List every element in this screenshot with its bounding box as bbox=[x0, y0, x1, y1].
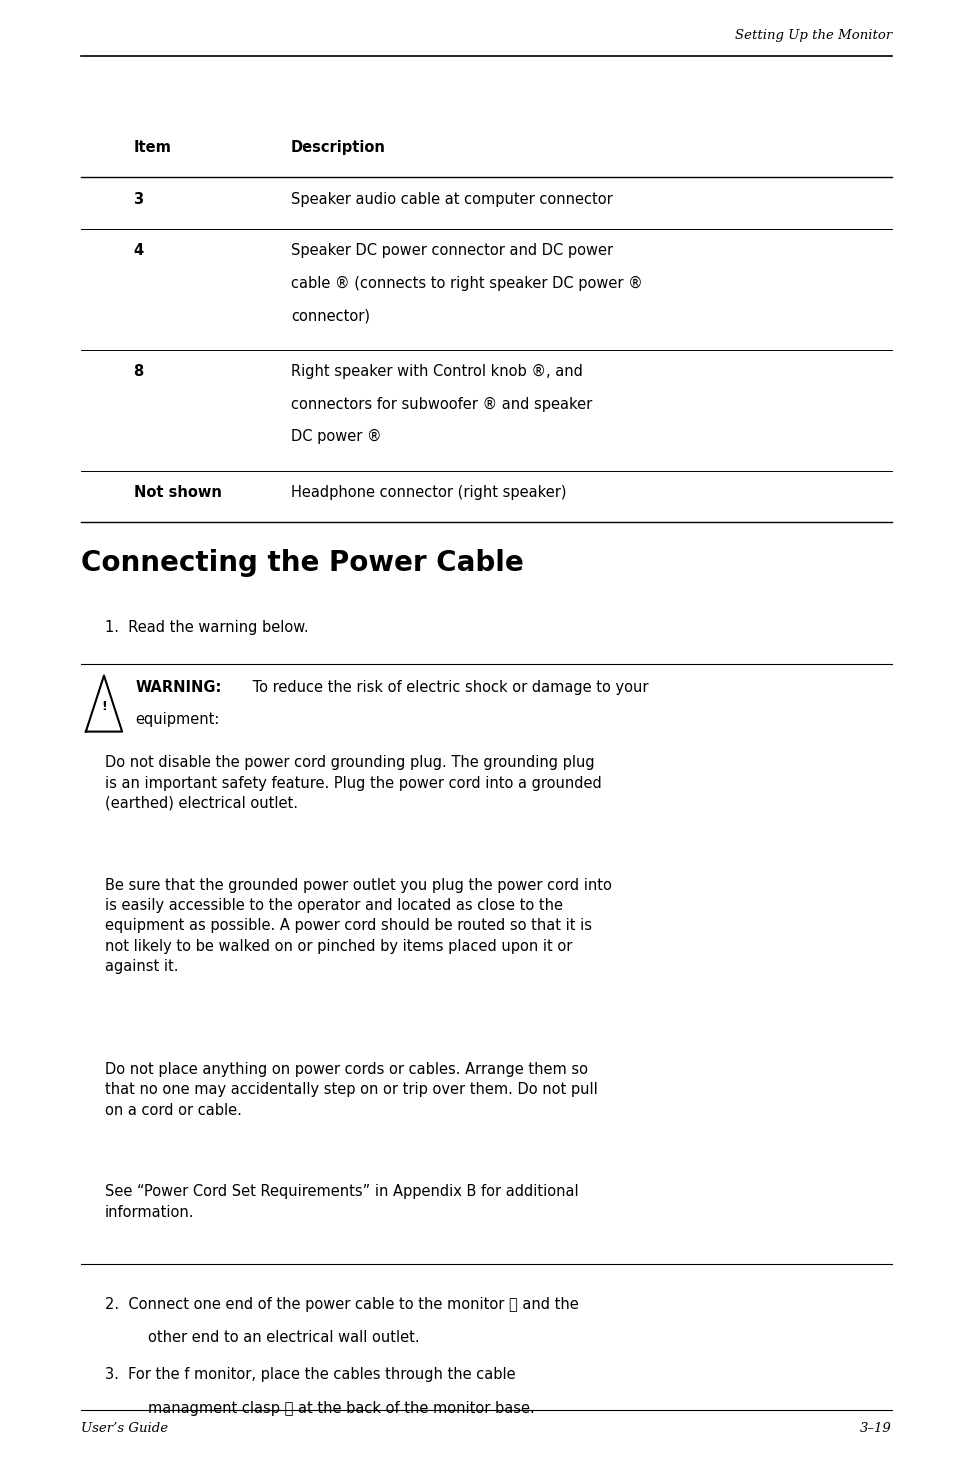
Text: managment clasp ⓥ at the back of the monitor base.: managment clasp ⓥ at the back of the mon… bbox=[148, 1401, 534, 1416]
Text: To reduce the risk of electric shock or damage to your: To reduce the risk of electric shock or … bbox=[248, 680, 648, 695]
Text: equipment:: equipment: bbox=[135, 712, 219, 727]
Text: DC power ®: DC power ® bbox=[291, 429, 381, 444]
Text: Do not place anything on power cords or cables. Arrange them so
that no one may : Do not place anything on power cords or … bbox=[105, 1062, 598, 1118]
Text: Be sure that the grounded power outlet you plug the power cord into
is easily ac: Be sure that the grounded power outlet y… bbox=[105, 878, 611, 974]
Text: connectors for subwoofer ® and speaker: connectors for subwoofer ® and speaker bbox=[291, 397, 592, 412]
Text: Not shown: Not shown bbox=[133, 485, 221, 500]
Text: 1.  Read the warning below.: 1. Read the warning below. bbox=[105, 620, 308, 634]
Text: Headphone connector (right speaker): Headphone connector (right speaker) bbox=[291, 485, 566, 500]
Text: Right speaker with Control knob ®, and: Right speaker with Control knob ®, and bbox=[291, 364, 582, 379]
Text: connector): connector) bbox=[291, 308, 370, 323]
Text: 3.  For the f monitor, place the cables through the cable: 3. For the f monitor, place the cables t… bbox=[105, 1367, 515, 1382]
Text: other end to an electrical wall outlet.: other end to an electrical wall outlet. bbox=[148, 1330, 419, 1345]
Text: 2.  Connect one end of the power cable to the monitor ⓤ and the: 2. Connect one end of the power cable to… bbox=[105, 1297, 578, 1311]
Text: !: ! bbox=[101, 699, 107, 712]
Text: Do not disable the power cord grounding plug. The grounding plug
is an important: Do not disable the power cord grounding … bbox=[105, 755, 601, 811]
Text: 3: 3 bbox=[133, 192, 144, 206]
Text: 3–19: 3–19 bbox=[860, 1422, 891, 1435]
Text: 4: 4 bbox=[133, 243, 144, 258]
Text: cable ® (connects to right speaker DC power ®: cable ® (connects to right speaker DC po… bbox=[291, 276, 642, 291]
Text: Setting Up the Monitor: Setting Up the Monitor bbox=[734, 30, 891, 43]
Text: See “Power Cord Set Requirements” in Appendix B for additional
information.: See “Power Cord Set Requirements” in App… bbox=[105, 1184, 578, 1220]
Text: Speaker audio cable at computer connector: Speaker audio cable at computer connecto… bbox=[291, 192, 612, 206]
Text: Connecting the Power Cable: Connecting the Power Cable bbox=[81, 549, 523, 577]
Text: User’s Guide: User’s Guide bbox=[81, 1422, 168, 1435]
Text: Speaker DC power connector and DC power: Speaker DC power connector and DC power bbox=[291, 243, 613, 258]
Text: 8: 8 bbox=[133, 364, 144, 379]
Text: Item: Item bbox=[133, 140, 172, 155]
Text: Description: Description bbox=[291, 140, 385, 155]
Text: WARNING:: WARNING: bbox=[135, 680, 222, 695]
